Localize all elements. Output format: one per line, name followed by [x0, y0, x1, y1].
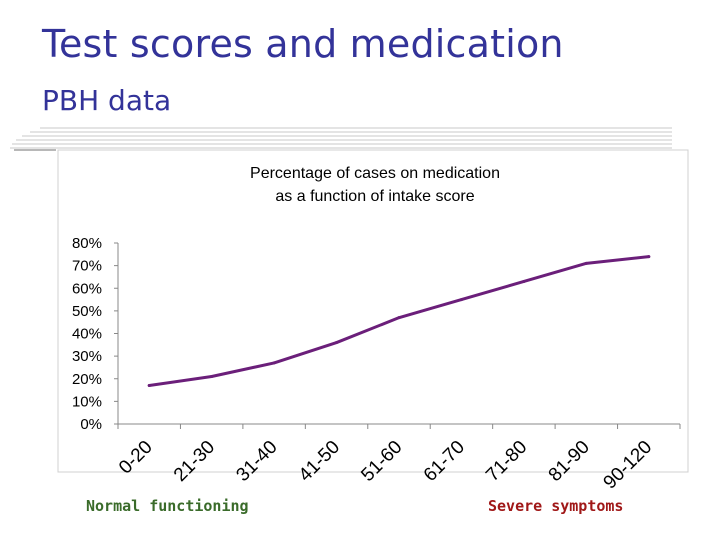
severe-symptoms-label: Severe symptoms — [488, 497, 624, 515]
data-point — [272, 361, 276, 365]
data-point — [522, 279, 526, 283]
data-point — [459, 298, 463, 302]
y-tick-label: 70% — [72, 258, 102, 275]
data-point — [397, 316, 401, 320]
data-point — [210, 374, 214, 378]
normal-functioning-label: Normal functioning — [86, 497, 249, 515]
y-tick-label: 40% — [72, 326, 102, 343]
y-tick-label: 30% — [72, 348, 102, 365]
data-point — [647, 255, 651, 259]
y-tick-label: 60% — [72, 280, 102, 297]
y-tick-label: 20% — [72, 371, 102, 388]
slide-subtitle: PBH data — [42, 84, 172, 117]
chart-frame — [57, 149, 689, 473]
y-axis: 0% 10% 20% 30% 40% 50% 60% 70% 80% — [72, 235, 119, 433]
chart-title-line-1: Percentage of cases on medication — [250, 165, 500, 182]
y-tick-label: 80% — [72, 235, 102, 252]
data-point — [584, 261, 588, 265]
series-layer — [147, 255, 651, 388]
y-tick-label: 0% — [80, 416, 102, 433]
decorative-rule-lines — [10, 127, 672, 151]
data-point — [335, 341, 339, 345]
data-point — [147, 384, 151, 388]
chart-title-line-2: as a function of intake score — [275, 188, 474, 205]
y-tick-label: 10% — [72, 393, 102, 410]
y-tick-label: 50% — [72, 303, 102, 320]
slide-title: Test scores and medication — [42, 22, 564, 66]
